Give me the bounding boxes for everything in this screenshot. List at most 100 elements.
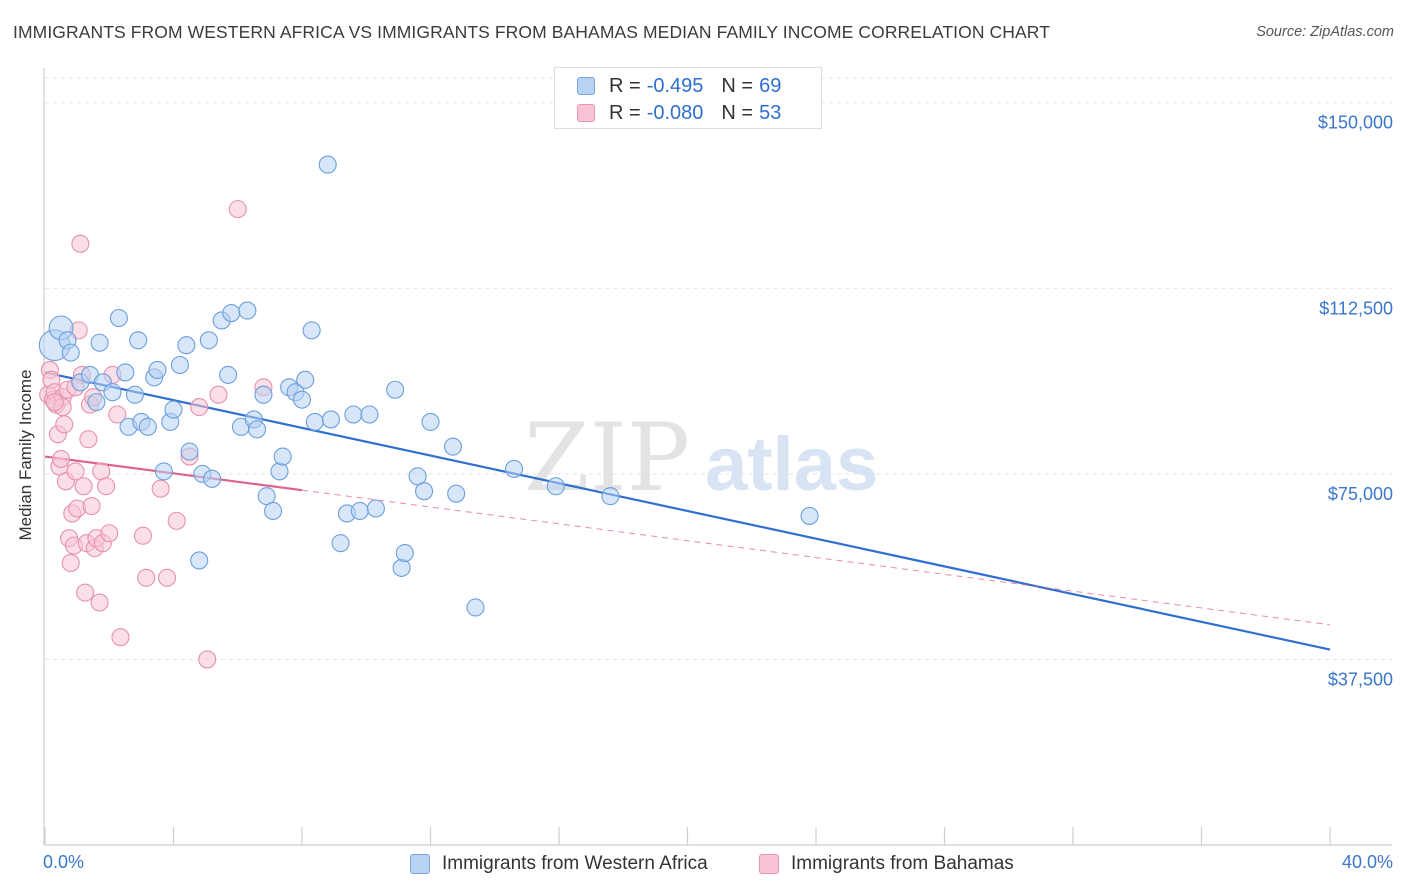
blue-point <box>138 417 157 436</box>
blue-point <box>90 333 109 352</box>
blue-point <box>318 155 337 174</box>
pink-trend-extension <box>301 489 1331 626</box>
blue-point <box>203 469 222 488</box>
blue-point <box>154 462 173 481</box>
blue-point <box>504 459 524 478</box>
blue-point <box>190 551 209 570</box>
pink-point <box>61 553 80 572</box>
y-tick-label: $37,500 <box>1328 669 1393 689</box>
pink-point <box>190 398 209 417</box>
pink-point <box>100 524 119 543</box>
blue-point <box>238 301 257 320</box>
blue-point <box>331 534 350 553</box>
legend-label-western-africa: Immigrants from Western Africa <box>442 853 708 874</box>
source-credit: Source: ZipAtlas.com <box>1256 24 1394 40</box>
blue-point <box>447 484 466 503</box>
r-label: R = <box>609 74 641 97</box>
blue-point <box>415 482 434 501</box>
blue-point <box>344 405 363 424</box>
watermark: ZIP atlas <box>524 404 878 513</box>
legend-item-western-africa: Immigrants from Western Africa <box>410 850 708 878</box>
y-tick-label: $75,000 <box>1328 484 1393 504</box>
x-tick-max: 40.0% <box>1341 852 1393 872</box>
r-value: -0.495 <box>646 74 704 97</box>
blue-point <box>800 506 819 525</box>
pink-point <box>55 415 74 434</box>
pink-point <box>198 650 217 669</box>
blue-point <box>199 331 218 350</box>
pink-point <box>90 593 109 612</box>
blue-point <box>116 363 135 382</box>
blue-point <box>254 385 273 404</box>
correlation-legend: R = -0.495 N = 69 R = -0.080 N = 53 <box>554 67 822 129</box>
pink-point <box>137 568 156 587</box>
blue-point <box>305 412 324 431</box>
pink-point <box>158 568 177 587</box>
pink-swatch <box>577 104 595 122</box>
pink-trend-line <box>44 455 303 492</box>
chart-title: IMMIGRANTS FROM WESTERN AFRICA VS IMMIGR… <box>13 22 1050 42</box>
pink-swatch <box>759 854 779 874</box>
pink-point <box>45 393 64 412</box>
r-value: -0.080 <box>646 101 704 124</box>
n-value: 69 <box>759 74 782 97</box>
pink-point <box>167 511 186 530</box>
pink-point <box>96 477 116 496</box>
pink-point <box>209 385 228 404</box>
blue-point <box>164 400 183 419</box>
blue-point <box>292 390 312 409</box>
blue-point <box>421 412 440 431</box>
y-tick-label: $112,500 <box>1319 298 1393 318</box>
blue-point <box>270 462 289 481</box>
y-axis-label: Median Family Income <box>16 369 35 541</box>
blue-point <box>61 343 80 362</box>
blue-swatch <box>410 854 430 874</box>
legend-label-bahamas: Immigrants from Bahamas <box>791 853 1014 874</box>
blue-point <box>443 437 463 456</box>
series-legend: Immigrants from Western Africa Immigrant… <box>0 850 1406 878</box>
points-bahamas <box>39 200 273 669</box>
pink-point <box>228 200 247 219</box>
blue-point <box>180 442 199 461</box>
blue-point <box>273 447 292 466</box>
blue-point <box>109 308 128 328</box>
blue-point <box>466 598 485 617</box>
pink-point <box>76 583 95 602</box>
pink-point <box>111 628 130 647</box>
legend-row-western-africa: R = -0.495 N = 69 <box>577 73 781 99</box>
pink-point <box>151 479 170 498</box>
axis-layer <box>43 68 1392 846</box>
blue-point <box>392 558 411 577</box>
blue-point <box>222 303 241 323</box>
y-tick-label: $150,000 <box>1318 113 1393 133</box>
pink-point <box>82 496 101 516</box>
pink-point <box>52 449 71 469</box>
pink-point <box>133 526 153 545</box>
blue-point <box>350 501 369 521</box>
blue-point <box>601 487 620 506</box>
y-tick-labels: $37,500 $75,000 $112,500 $150,000 <box>1318 113 1393 690</box>
pink-point <box>66 462 85 481</box>
blue-point <box>395 543 414 563</box>
blue-point <box>264 501 283 521</box>
n-label: N = <box>721 74 754 97</box>
blue-swatch <box>577 77 595 95</box>
legend-row-bahamas: R = -0.080 N = 53 <box>577 100 781 126</box>
blue-point <box>386 380 405 399</box>
blue-point <box>148 360 167 380</box>
grid-layer <box>45 77 1392 660</box>
legend-item-bahamas: Immigrants from Bahamas <box>759 850 1014 878</box>
blue-point <box>366 499 385 518</box>
n-value: 53 <box>759 101 782 124</box>
pink-point <box>74 477 93 496</box>
blue-point <box>129 331 148 350</box>
r-label: R = <box>609 101 641 124</box>
blue-point <box>125 385 144 404</box>
blue-point <box>302 321 321 340</box>
blue-point <box>219 365 238 384</box>
blue-point <box>296 370 315 389</box>
blue-point <box>546 477 565 496</box>
points-western-africa <box>38 155 819 617</box>
watermark-atlas: atlas <box>705 422 878 507</box>
